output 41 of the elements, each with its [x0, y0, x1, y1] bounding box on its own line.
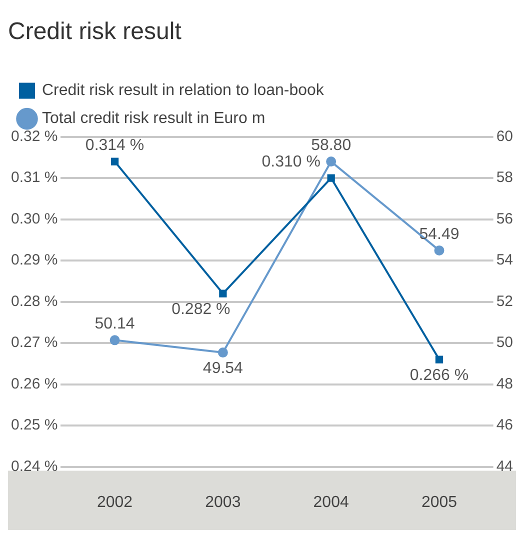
chart-title: Credit risk result — [8, 18, 182, 46]
point — [218, 348, 228, 358]
y-tick-label: 0.27 % — [10, 334, 58, 352]
data-label: 50.14 — [94, 316, 135, 333]
data-label: 58.80 — [311, 136, 352, 154]
y-tick-label: 0.28 % — [10, 292, 58, 310]
y2-tick-label: 48 — [496, 375, 514, 392]
y2-tick-label: 60 — [496, 128, 514, 145]
data-label: 0.310 % — [262, 153, 320, 170]
point — [110, 335, 120, 346]
data-label: 0.266 % — [410, 366, 469, 384]
legend-label: Credit risk result in relation to loan-book — [42, 82, 325, 100]
y-tick-label: 0.31 % — [10, 169, 58, 186]
y2-tick-label: 56 — [496, 210, 514, 228]
y-tick-label: 0.30 % — [10, 210, 58, 228]
y2-tick-label: 44 — [496, 458, 514, 475]
y-tick-label: 0.24 % — [10, 458, 58, 475]
data-label: 49.54 — [202, 360, 244, 377]
point — [435, 356, 444, 364]
point — [110, 158, 119, 166]
y2-tick-label: 54 — [496, 252, 514, 269]
x-tick-label: 2004 — [313, 494, 349, 511]
y-tick-label: 0.32 % — [10, 128, 58, 145]
y2-tick-label: 52 — [496, 292, 514, 310]
legend-label: Total credit risk result in Euro m — [42, 110, 266, 128]
point — [327, 174, 335, 182]
y2-tick-label: 46 — [496, 416, 514, 434]
x-tick-label: 2005 — [421, 494, 458, 511]
point — [326, 156, 336, 167]
x-tick-label: 2002 — [96, 494, 133, 511]
y-tick-label: 0.26 % — [10, 375, 58, 392]
data-label: 0.282 % — [172, 300, 230, 318]
x-tick-label: 2003 — [205, 494, 241, 511]
y-tick-label: 0.29 % — [10, 252, 58, 269]
data-label: 54.49 — [419, 226, 460, 243]
point — [434, 245, 444, 256]
point — [219, 290, 227, 298]
y-tick-label: 0.25 % — [10, 416, 58, 434]
data-label: 0.314 % — [85, 136, 144, 154]
y2-tick-label: 50 — [496, 334, 514, 352]
y2-tick-label: 58 — [496, 169, 514, 186]
